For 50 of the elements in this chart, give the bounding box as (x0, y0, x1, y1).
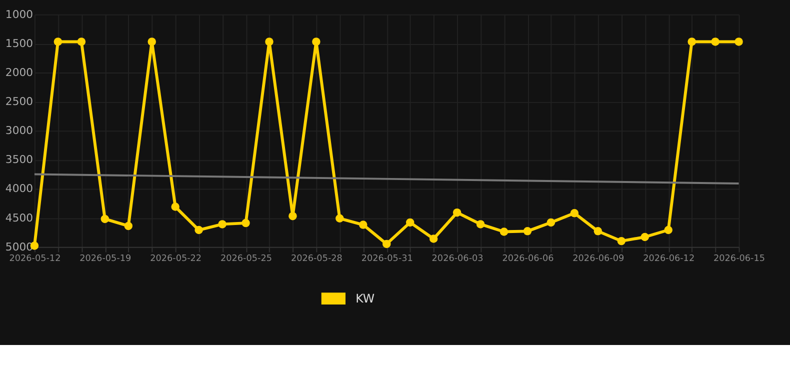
point (617, 236, 626, 246)
point (594, 227, 602, 236)
x-tick-label: 2026-06-03 (432, 254, 484, 264)
point (688, 38, 696, 46)
point (242, 218, 250, 228)
y-tick-label: 4000 (5, 182, 34, 196)
point (54, 38, 62, 46)
point (265, 38, 274, 46)
point (171, 202, 180, 211)
point (640, 232, 649, 242)
point (100, 214, 110, 224)
point (546, 218, 556, 227)
point (664, 226, 672, 234)
x-tick-label: 2026-06-12 (643, 254, 695, 264)
point (570, 209, 579, 218)
x-tick-label: 2026-05-28 (290, 254, 343, 264)
point (148, 38, 156, 46)
point (523, 227, 532, 236)
point (452, 208, 462, 217)
x-tick-label: 2026-05-12 (9, 254, 61, 264)
point (406, 218, 414, 227)
point (476, 220, 485, 228)
point (194, 226, 203, 234)
y-tick-label: 4500 (5, 211, 34, 224)
point (124, 222, 133, 230)
point (336, 214, 344, 223)
y-tick-label: 1000 (5, 8, 34, 21)
point (500, 228, 508, 236)
point (359, 220, 368, 229)
x-tick-label: 2026-05-31 (361, 254, 413, 264)
y-tick-label: 3000 (5, 124, 34, 138)
x-tick-label: 2026-05-25 (220, 254, 272, 264)
point (429, 234, 438, 243)
y-tick-label: 1500 (5, 36, 34, 50)
point (711, 38, 720, 46)
x-tick-label: 2026-06-15 (714, 254, 766, 264)
x-tick-label: 2026-06-06 (502, 254, 554, 264)
point (288, 212, 297, 220)
point (77, 38, 86, 46)
x-tick-label: 2026-06-09 (572, 254, 625, 264)
x-tick-label: 2026-05-19 (80, 254, 132, 264)
point (734, 38, 743, 46)
point (312, 38, 320, 46)
legend-label: KW (356, 292, 375, 306)
y-tick-label: 2000 (5, 66, 34, 79)
y-tick-label: 2500 (5, 95, 34, 108)
y-tick-label: 3500 (5, 153, 34, 166)
point (382, 240, 391, 248)
x-tick-label: 2026-05-22 (150, 254, 202, 264)
point (218, 220, 226, 228)
